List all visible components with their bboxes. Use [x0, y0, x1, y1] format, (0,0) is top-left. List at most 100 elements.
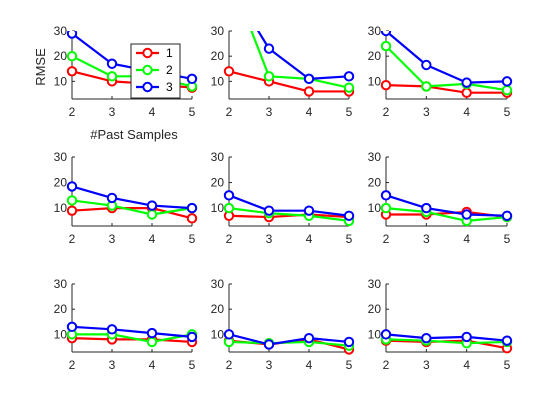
- series-1-point: [66, 66, 78, 77]
- x-tick-label: 2: [383, 232, 390, 246]
- series-2-line: [228, 340, 350, 347]
- x-tick-label: 4: [463, 105, 470, 119]
- y-tick-label: 30: [211, 24, 225, 38]
- series-3-line: [228, 194, 350, 217]
- series-group: [66, 321, 198, 348]
- y-tick-label: 30: [54, 277, 68, 291]
- x-tick-label: 4: [306, 232, 313, 246]
- legend-marker: [142, 47, 153, 59]
- x-tick-label: 4: [306, 105, 313, 119]
- series-3-point: [501, 335, 513, 346]
- series-3-line: [385, 194, 508, 217]
- series-3-point: [303, 205, 315, 216]
- series-group: [380, 190, 513, 227]
- y-axis-label: RMSE: [33, 48, 48, 86]
- series-1-line: [71, 337, 193, 344]
- series-3-point: [186, 73, 198, 85]
- series-2-point: [421, 81, 432, 92]
- x-tick-label: 4: [463, 232, 470, 246]
- series-3-point: [66, 181, 78, 192]
- series-3-point: [223, 329, 235, 340]
- subplot-8: 10 20 30 2 3 4 5: [211, 277, 355, 372]
- x-tick-label: 2: [69, 105, 76, 119]
- series-2-line: [71, 199, 193, 216]
- subplot-7: 10 20 30 2 3 4 5: [54, 277, 198, 372]
- series-1-line: [228, 70, 349, 93]
- series-3-point: [146, 327, 158, 339]
- x-tick-label: 5: [504, 232, 511, 246]
- series-1-line: [71, 207, 193, 220]
- legend-label: 2: [166, 63, 173, 77]
- series-group: [223, 190, 355, 227]
- series-3-point: [461, 209, 472, 220]
- legend-label: 3: [166, 80, 173, 94]
- y-tick-label: 30: [368, 24, 382, 38]
- legend-label: 1: [166, 46, 173, 60]
- series-group: [380, 31, 513, 98]
- x-tick-label: 3: [266, 232, 273, 246]
- y-tick-label: 30: [54, 24, 68, 38]
- series-3-line: [385, 31, 508, 84]
- series-2-line: [385, 338, 508, 345]
- series-1-point: [303, 86, 315, 97]
- series-2-line: [250, 31, 350, 89]
- x-tick-label: 2: [69, 232, 76, 246]
- series-3-point: [421, 202, 432, 214]
- series-3-point: [263, 339, 275, 350]
- series-2-point: [223, 202, 235, 214]
- y-tick-label: 30: [54, 150, 68, 164]
- series-2-point: [343, 82, 355, 93]
- series-3-line: [71, 185, 193, 210]
- series-3-point: [501, 210, 513, 221]
- series-3-point: [66, 321, 78, 333]
- series-2-line: [385, 45, 508, 92]
- y-tick-label: 10: [211, 327, 225, 341]
- series-3-point: [421, 332, 432, 344]
- x-tick-label: 5: [189, 232, 196, 246]
- x-tick-label: 4: [149, 105, 156, 119]
- series-group: [223, 31, 355, 97]
- subplot-4: 10 20 30 2 3 4 5: [54, 150, 198, 246]
- series-3-point: [106, 58, 118, 69]
- y-tick-label: 10: [54, 201, 68, 215]
- subplot-2: 10 20 30 2 3 4 5: [211, 24, 355, 119]
- series-3-line: [256, 31, 350, 80]
- series-3-point: [303, 73, 315, 85]
- x-tick-label: 2: [383, 358, 390, 372]
- series-3-point: [501, 76, 513, 87]
- series-1-point: [461, 87, 472, 98]
- series-1-point: [380, 79, 392, 91]
- x-axis-label: #Past Samples: [90, 127, 178, 142]
- series-3-point: [106, 192, 118, 204]
- series-3-point: [146, 200, 158, 211]
- y-tick-label: 20: [211, 302, 225, 316]
- series-1-point: [66, 205, 78, 216]
- y-tick-label: 20: [368, 49, 382, 63]
- legend-marker: [142, 64, 153, 76]
- series-3-point: [263, 43, 275, 54]
- x-tick-label: 5: [504, 358, 511, 372]
- series-3-line: [228, 333, 350, 346]
- series-2-point: [380, 202, 392, 214]
- x-tick-label: 5: [189, 358, 196, 372]
- subplot-9: 10 20 30 2 3 4 5: [368, 277, 513, 372]
- y-tick-label: 20: [211, 49, 225, 63]
- x-tick-label: 4: [306, 358, 313, 372]
- series-3-point: [380, 329, 392, 340]
- x-tick-label: 3: [266, 105, 273, 119]
- x-tick-label: 2: [226, 232, 233, 246]
- series-3-point: [186, 331, 198, 343]
- x-tick-label: 4: [149, 232, 156, 246]
- series-3-point: [461, 77, 472, 88]
- y-tick-label: 10: [368, 201, 382, 215]
- x-tick-label: 5: [346, 232, 353, 246]
- x-tick-label: 5: [346, 358, 353, 372]
- x-tick-label: 5: [504, 105, 511, 119]
- series-3-point: [106, 324, 118, 335]
- x-tick-label: 3: [109, 358, 116, 372]
- series-3-point: [303, 332, 315, 344]
- y-tick-label: 10: [54, 74, 68, 88]
- series-1-line: [385, 84, 507, 94]
- series-3-point: [186, 202, 198, 214]
